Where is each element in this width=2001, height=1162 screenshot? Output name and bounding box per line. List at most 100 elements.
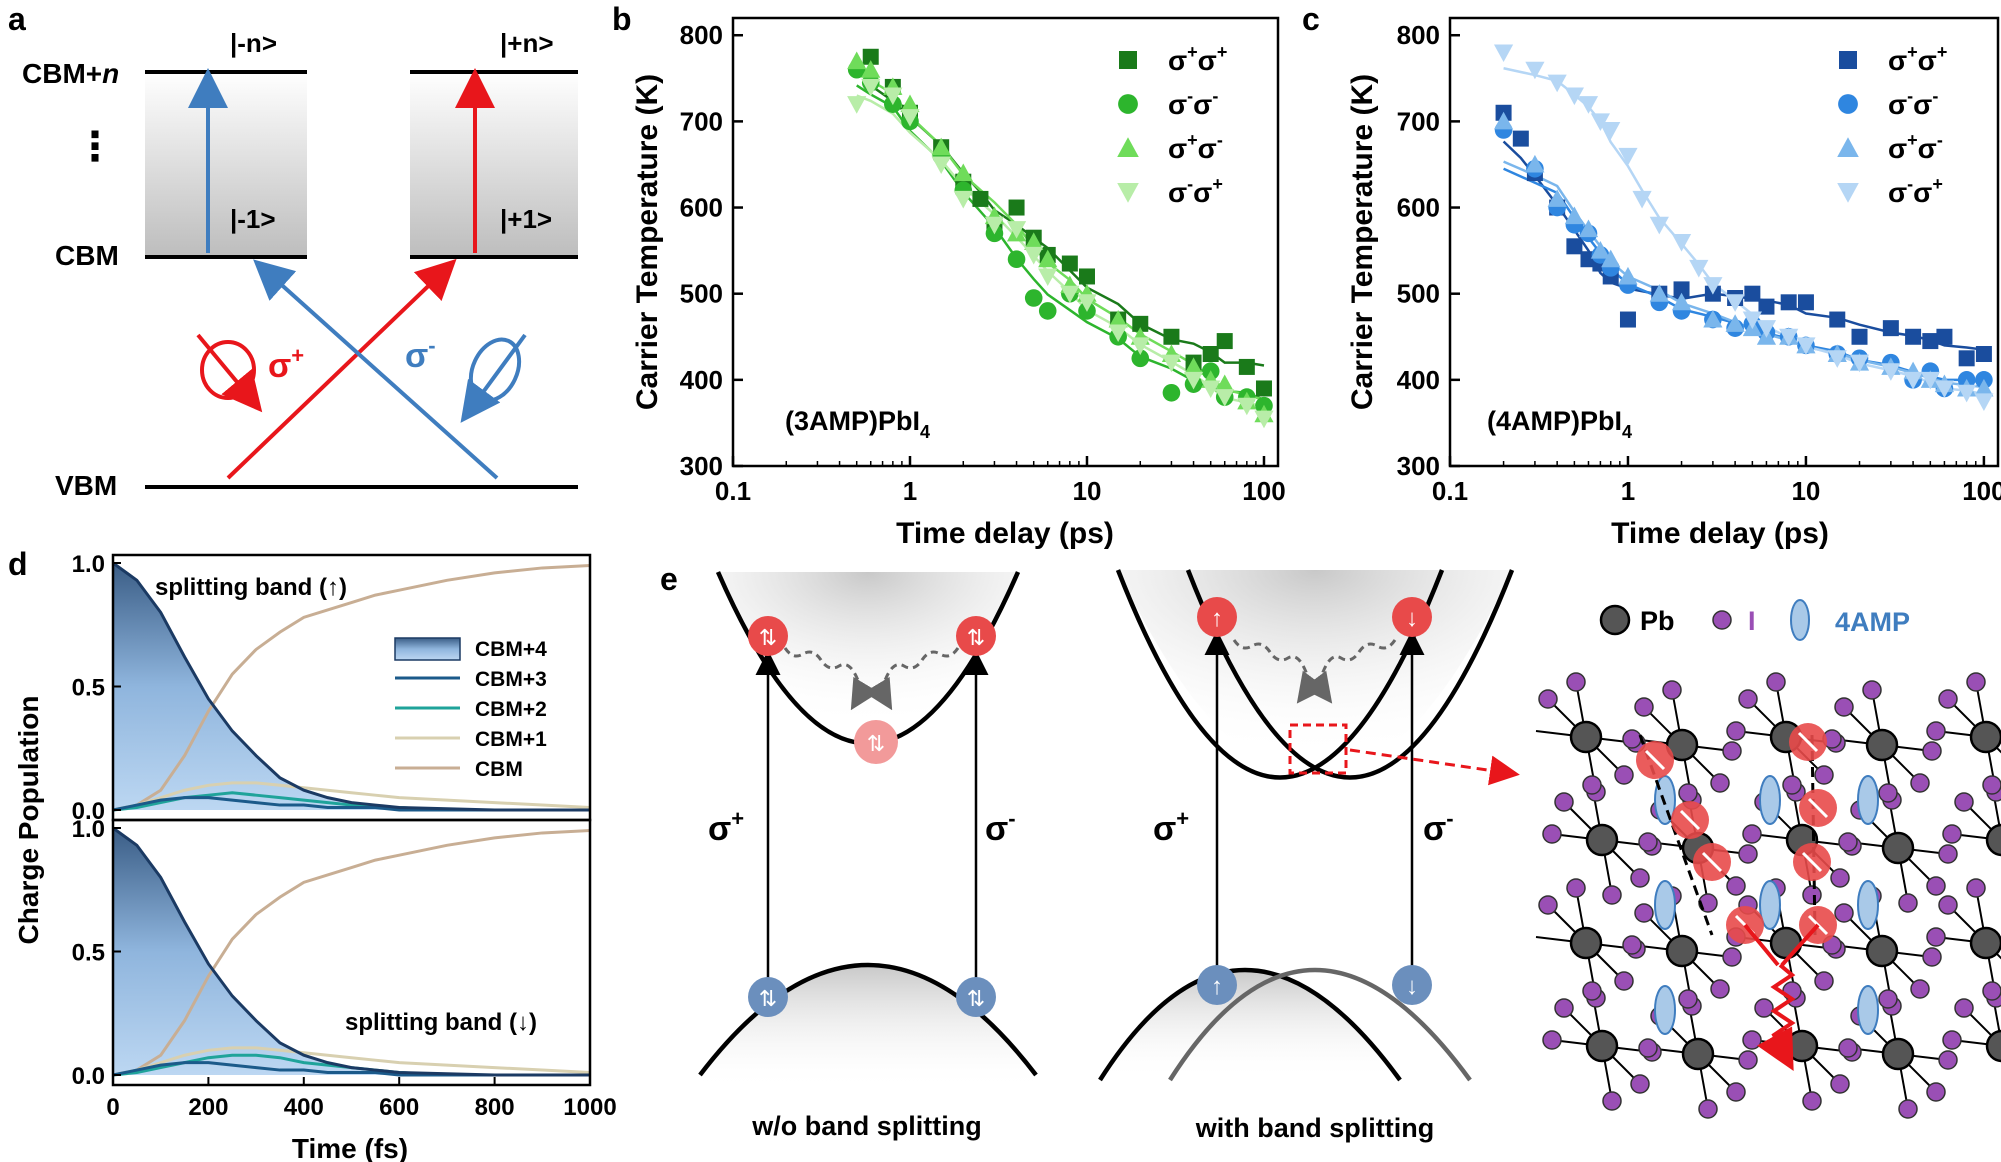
iodine-atom: [1834, 697, 1854, 717]
y-tick-label: 600: [680, 193, 723, 223]
data-point-square: [1255, 380, 1272, 397]
spin-flow-arrows: [1743, 923, 1820, 967]
state-minus-n: |-n>: [230, 28, 277, 58]
dashed-path-2: [1810, 734, 1817, 936]
y-tick-label-d: 0.5: [72, 675, 105, 702]
legend-marker-0: [1839, 51, 1857, 69]
iodine-atom: [1738, 1050, 1758, 1070]
subtitle-down: splitting band (↓): [345, 1009, 537, 1036]
relaxation-wavy-arrow-4: [1302, 639, 1397, 704]
spin-arrow-6: [1801, 851, 1823, 873]
svg-text:⇅: ⇅: [867, 731, 885, 756]
iodine-atom: [1910, 773, 1930, 793]
x-tick-label-d: 400: [284, 1094, 324, 1121]
pb-atom: [1769, 926, 1803, 960]
iodine-atom: [1754, 998, 1774, 1018]
sigma-plus-label-e-left: σ+: [708, 806, 744, 848]
iodine-atom: [1898, 1099, 1918, 1119]
iodine-atom: [1926, 1082, 1946, 1102]
caption-with-splitting: with band splitting: [1195, 1113, 1434, 1143]
data-point-triangle: [1547, 189, 1567, 207]
legend-marker-2: [1837, 137, 1859, 157]
iodine-atom: [1726, 721, 1746, 741]
svg-text:⇅: ⇅: [967, 986, 985, 1011]
data-point-square: [972, 190, 989, 207]
y-tick-label-d: 0.0: [72, 1063, 105, 1090]
data-point-triangle: [1108, 309, 1128, 328]
electron-spin-ball-left-1: ⇅: [748, 616, 788, 656]
data-point-triangle-down: [1849, 354, 1870, 373]
data-point-triangle-down: [1130, 337, 1150, 355]
data-point-triangle: [1578, 219, 1599, 238]
cb-gradient-left: [145, 72, 307, 257]
panel-letter-c: c: [1302, 1, 1320, 37]
iodine-atom: [1638, 832, 1658, 852]
hole-spin-down-ball: ↓: [1392, 965, 1432, 1005]
subtitle-up: splitting band (↑): [155, 574, 347, 601]
iodine-atom: [1942, 824, 1962, 844]
data-point-square: [1851, 328, 1868, 345]
state-plus-1: |+1>: [500, 204, 552, 234]
spin-arrow-2: [1701, 851, 1723, 873]
data-point-triangle-down: [1215, 389, 1235, 407]
sigma-minus-transition-arrow: [253, 259, 499, 480]
amp-molecule: [1654, 880, 1676, 930]
x-tick-label: 0.1: [1432, 476, 1468, 506]
iodine-atom: [1782, 775, 1802, 795]
electron-spin-down-ball: ↓: [1392, 597, 1432, 637]
data-point-triangle: [1649, 284, 1669, 302]
data-point-triangle: [861, 60, 881, 78]
data-point-triangle-down: [1671, 234, 1692, 252]
legend-i-marker: [1712, 610, 1732, 630]
data-point-square: [1758, 298, 1775, 315]
data-point-triangle: [1601, 249, 1621, 268]
data-point-triangle-down: [1547, 74, 1567, 93]
data-point-triangle-down: [1920, 371, 1940, 390]
sigma-plus-label: σ+: [268, 343, 304, 385]
pb-atom: [1785, 1029, 1819, 1063]
iodine-atom: [1926, 927, 1946, 947]
data-point-square: [1882, 320, 1899, 337]
data-point-triangle-down: [1024, 246, 1044, 265]
amp-molecule: [1759, 775, 1781, 825]
structure-legend: Pb I 4AMP: [1599, 599, 1910, 641]
svg-text:↑: ↑: [1211, 973, 1223, 1000]
legend-label-3: σ-σ+: [1168, 174, 1223, 208]
iodine-atom: [1722, 741, 1742, 761]
iodine-atom: [1662, 680, 1682, 700]
iodine-atom: [1726, 876, 1746, 896]
plot-frame-d-bottom: [111, 818, 592, 1087]
data-point-triangle: [1590, 241, 1611, 259]
y-tick-label: 400: [1397, 365, 1440, 395]
iodine-atom: [1982, 981, 2001, 1001]
zoom-box: [1288, 723, 1348, 775]
legend-i-label: I: [1748, 606, 1756, 636]
iodine-atom: [1926, 721, 1946, 741]
pb-atom: [1681, 1037, 1715, 1071]
data-point-triangle-down: [984, 216, 1005, 235]
iodine-atom: [1966, 878, 1986, 898]
conduction-band-spin-down: [1185, 569, 1515, 780]
data-point-triangle-down: [1756, 320, 1777, 338]
panel-e: e ⇅ ⇅ ⇅ ⇅ ⇅ σ+ σ- w/o band splitting: [660, 561, 2001, 1143]
data-point-circle: [1007, 250, 1026, 269]
amp-molecule: [1654, 985, 1676, 1035]
iodine-atom: [1834, 903, 1854, 923]
legend-label-1: σ-σ-: [1168, 86, 1218, 120]
legend-label-1: σ-σ-: [1888, 86, 1938, 120]
data-point-triangle: [1703, 309, 1723, 328]
valence-band-spin-up: [1098, 967, 1402, 1082]
svg-text:↑: ↑: [1211, 605, 1223, 632]
data-point-triangle: [931, 137, 951, 156]
iodine-atom: [1554, 998, 1574, 1018]
data-point-triangle-down: [900, 109, 920, 127]
iodine-atom: [1982, 775, 2001, 795]
spin-arrow-4: [1797, 731, 1819, 753]
pb-atom: [1881, 1037, 1915, 1071]
data-point-triangle-down: [1060, 285, 1080, 304]
iodine-atom: [1630, 868, 1650, 888]
iodine-atom: [1710, 773, 1730, 793]
population-line-1: [112, 781, 591, 812]
data-point-triangle: [1038, 249, 1058, 268]
pb-atom: [1665, 934, 1699, 968]
